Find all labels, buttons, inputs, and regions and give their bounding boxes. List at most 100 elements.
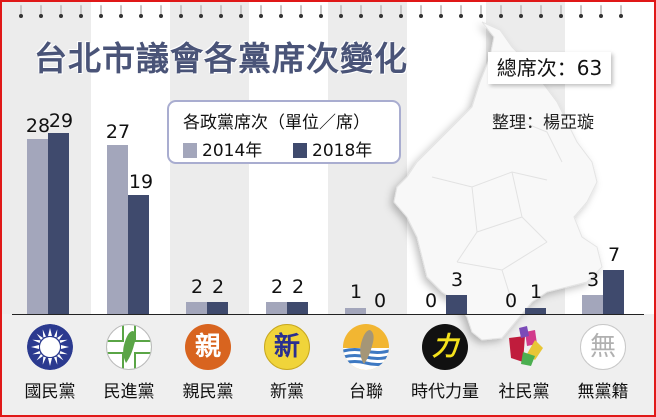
ring-icon: [239, 5, 243, 19]
x-axis-line: [12, 314, 644, 315]
party-npp: 力 時代力量: [407, 324, 483, 402]
ring-icon: [459, 5, 463, 19]
legend-title: 各政黨席次（單位／席）: [183, 113, 370, 133]
dpp-cross-icon: [106, 324, 152, 370]
party-name: 時代力量: [411, 382, 479, 402]
logo-char: 新: [273, 332, 300, 362]
total-seats-badge: 總席次：63: [488, 52, 611, 84]
party-tsu: 台聯: [328, 324, 404, 402]
party-pfp: 親 親民黨: [170, 324, 246, 402]
ring-icon: [539, 5, 543, 19]
party-name: 台聯: [349, 382, 383, 402]
value-label: 2: [211, 276, 225, 298]
legend-item-2014: 2014年: [183, 136, 262, 161]
sdp-icon: [501, 324, 547, 370]
bar-independent-2014: [582, 295, 603, 314]
ring-icon: [519, 5, 523, 19]
party-name: 社民黨: [498, 382, 550, 402]
npp-icon: 力: [422, 324, 468, 370]
ring-icon: [479, 5, 483, 19]
value-label: 3: [586, 269, 600, 291]
party-dpp: 民進黨: [91, 324, 167, 402]
ring-icon: [179, 5, 183, 19]
logo-char: 無: [589, 332, 616, 362]
ring-icon: [219, 5, 223, 19]
kmt-sun-icon: [27, 324, 73, 370]
ring-icon: [379, 5, 383, 19]
ring-icon: [19, 5, 23, 19]
legend-label: 2018年: [312, 141, 373, 161]
bar-sdp-2018: [525, 308, 546, 314]
legend-label: 2014年: [202, 141, 263, 161]
value-label: 19: [128, 171, 154, 193]
bar-kmt-2014: [27, 139, 48, 314]
credit-text: 整理：楊亞璇: [492, 113, 594, 133]
ring-icon: [359, 5, 363, 19]
tsu-icon: [343, 324, 389, 370]
spiral-binding: [2, 2, 654, 24]
party-name: 無黨籍: [577, 382, 629, 402]
legend-swatch-2018: [293, 143, 307, 158]
column-band: [486, 2, 565, 314]
bar-pfp-2014: [186, 302, 207, 314]
legend-item-2018: 2018年: [293, 136, 372, 161]
value-label: 0: [504, 290, 518, 312]
value-label: 0: [373, 290, 387, 312]
value-label: 0: [424, 290, 438, 312]
ring-icon: [79, 5, 83, 19]
new-party-icon: 新: [264, 324, 310, 370]
bar-dpp-2014: [107, 145, 128, 314]
ring-icon: [299, 5, 303, 19]
ring-icon: [199, 5, 203, 19]
value-label: 1: [349, 281, 363, 303]
value-label: 2: [190, 276, 204, 298]
chart-title: 台北市議會各黨席次變化: [34, 39, 408, 78]
ring-icon: [579, 5, 583, 19]
value-label: 1: [529, 281, 543, 303]
party-newparty: 新 新黨: [249, 324, 325, 402]
value-label: 28: [25, 115, 51, 137]
value-label: 29: [48, 110, 74, 132]
bar-independent-2018: [603, 270, 624, 314]
ring-icon: [499, 5, 503, 19]
ring-icon: [59, 5, 63, 19]
ring-icon: [599, 5, 603, 19]
legend-swatch-2014: [183, 143, 197, 158]
party-sdp: 社民黨: [486, 324, 562, 402]
ring-icon: [619, 5, 623, 19]
ring-icon: [119, 5, 123, 19]
value-label: 2: [270, 276, 284, 298]
party-independent: 無 無黨籍: [565, 324, 641, 402]
pfp-icon: 親: [185, 324, 231, 370]
value-label: 27: [105, 121, 131, 143]
party-name: 國民黨: [24, 382, 76, 402]
bar-dpp-2018: [128, 195, 149, 314]
bar-pfp-2018: [207, 302, 228, 314]
party-name: 民進黨: [103, 382, 155, 402]
bar-npp-2018: [446, 295, 467, 314]
logo-char: 親: [194, 332, 221, 362]
party-name: 親民黨: [182, 382, 234, 402]
ring-icon: [159, 5, 163, 19]
ring-icon: [419, 5, 423, 19]
ring-icon: [439, 5, 443, 19]
bar-tsu-2014: [345, 308, 366, 314]
value-label: 7: [607, 244, 621, 266]
party-kmt: 國民黨: [12, 324, 88, 402]
ring-icon: [139, 5, 143, 19]
ring-icon: [339, 5, 343, 19]
ring-icon: [99, 5, 103, 19]
ring-icon: [279, 5, 283, 19]
ring-icon: [259, 5, 263, 19]
logo-char: 力: [431, 332, 458, 362]
ring-icon: [319, 5, 323, 19]
value-label: 3: [450, 269, 464, 291]
independent-icon: 無: [580, 324, 626, 370]
ring-icon: [39, 5, 43, 19]
bar-newparty-2014: [266, 302, 287, 314]
ring-icon: [559, 5, 563, 19]
value-label: 2: [291, 276, 305, 298]
column-band: [407, 2, 486, 314]
ring-icon: [399, 5, 403, 19]
